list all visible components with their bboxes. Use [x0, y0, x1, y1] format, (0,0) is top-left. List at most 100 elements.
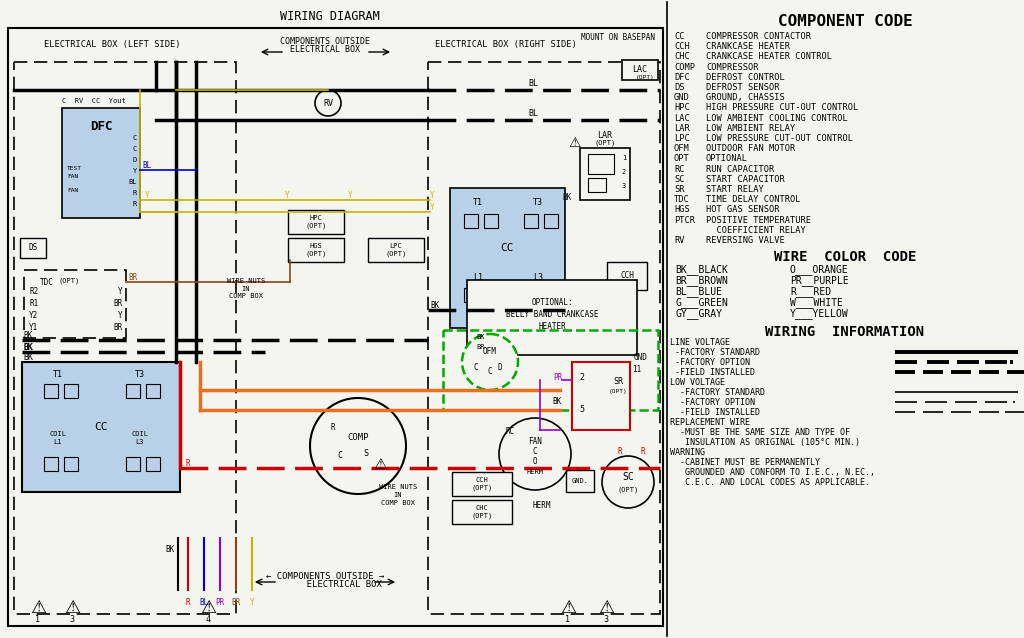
- Text: WIRING  INFORMATION: WIRING INFORMATION: [765, 325, 925, 339]
- Text: BR: BR: [114, 323, 123, 332]
- Text: R___RED: R___RED: [790, 286, 831, 297]
- Text: BK: BK: [562, 193, 571, 202]
- Text: BL__BLUE: BL__BLUE: [675, 286, 722, 297]
- Text: BELLY BAND CRANKCASE: BELLY BAND CRANKCASE: [506, 310, 598, 319]
- Text: HERM: HERM: [526, 469, 544, 475]
- Bar: [24, 270, 126, 338]
- Text: CCH: CCH: [621, 272, 634, 281]
- Text: CRANKCASE HEATER: CRANKCASE HEATER: [706, 42, 790, 51]
- Text: RUN CAPACITOR: RUN CAPACITOR: [706, 165, 774, 174]
- Text: Y2: Y2: [29, 311, 38, 320]
- Text: PTCR: PTCR: [674, 216, 695, 225]
- Text: R1: R1: [29, 299, 38, 309]
- Text: BR__BROWN: BR__BROWN: [675, 275, 728, 286]
- Bar: [452, 472, 512, 496]
- Text: L1: L1: [53, 439, 62, 445]
- Text: BK: BK: [23, 330, 32, 339]
- Text: Y1: Y1: [29, 323, 38, 332]
- Text: COMPONENT CODE: COMPONENT CODE: [777, 14, 912, 29]
- Text: OUTDOOR FAN MOTOR: OUTDOOR FAN MOTOR: [706, 144, 796, 153]
- Text: GND: GND: [674, 93, 690, 102]
- Text: (OPT): (OPT): [617, 487, 639, 493]
- Bar: [288, 238, 344, 262]
- Circle shape: [315, 90, 341, 116]
- Text: BR: BR: [476, 344, 484, 350]
- Text: WARNING: WARNING: [670, 449, 705, 457]
- Text: L1: L1: [473, 274, 483, 283]
- Bar: [524, 288, 538, 302]
- Text: C: C: [474, 362, 478, 371]
- Bar: [464, 214, 478, 228]
- Text: SR: SR: [674, 185, 684, 194]
- Text: DEFROST CONTROL: DEFROST CONTROL: [706, 73, 784, 82]
- Text: WIRE NUTS: WIRE NUTS: [379, 484, 417, 490]
- Text: BK: BK: [553, 397, 562, 406]
- Text: WIRING DIAGRAM: WIRING DIAGRAM: [281, 10, 380, 23]
- Text: ⚠: ⚠: [30, 599, 46, 617]
- Text: Y: Y: [119, 288, 123, 297]
- Text: BK: BK: [476, 334, 484, 340]
- Text: 2: 2: [622, 169, 626, 175]
- Text: BK__BLACK: BK__BLACK: [675, 264, 728, 275]
- Text: BL: BL: [528, 110, 538, 119]
- Text: COMP: COMP: [674, 63, 695, 71]
- Bar: [607, 262, 647, 290]
- Bar: [63, 457, 78, 471]
- Bar: [368, 238, 424, 262]
- Text: DEFROST SENSOR: DEFROST SENSOR: [706, 83, 779, 92]
- Bar: [44, 457, 58, 471]
- Text: HPC: HPC: [674, 103, 690, 112]
- Text: Y___YELLOW: Y___YELLOW: [790, 308, 849, 319]
- Text: LOW AMBIENT COOLING CONTROL: LOW AMBIENT COOLING CONTROL: [706, 114, 848, 122]
- Text: -FACTORY STANDARD: -FACTORY STANDARD: [670, 348, 760, 357]
- Bar: [126, 457, 140, 471]
- Text: DFC: DFC: [674, 73, 690, 82]
- Text: BL: BL: [200, 598, 209, 607]
- Text: WIRE  COLOR  CODE: WIRE COLOR CODE: [774, 250, 916, 264]
- Text: G___GREEN: G___GREEN: [675, 297, 728, 308]
- Text: 11: 11: [632, 366, 641, 375]
- Text: L3: L3: [136, 439, 144, 445]
- Text: R: R: [617, 447, 623, 457]
- Text: BL: BL: [528, 80, 538, 89]
- Text: R: R: [185, 598, 190, 607]
- Text: -FIELD INSTALLED: -FIELD INSTALLED: [670, 408, 760, 417]
- Text: WIRE NUTS: WIRE NUTS: [227, 278, 265, 284]
- Text: ⚠: ⚠: [598, 599, 614, 617]
- Text: DS: DS: [29, 244, 38, 253]
- Text: C: C: [532, 447, 538, 457]
- Text: ⚠: ⚠: [560, 599, 577, 617]
- Text: START RELAY: START RELAY: [706, 185, 764, 194]
- Bar: [524, 214, 538, 228]
- Text: OPT: OPT: [674, 154, 690, 163]
- Bar: [467, 280, 637, 355]
- Text: DFC: DFC: [90, 119, 113, 133]
- Bar: [622, 60, 658, 80]
- Text: HEATER: HEATER: [539, 322, 566, 331]
- Text: HERM: HERM: [532, 500, 551, 510]
- Text: BK: BK: [165, 545, 175, 554]
- Text: CC: CC: [94, 422, 108, 432]
- Text: PR: PR: [553, 373, 562, 383]
- Text: OPTIONAL: OPTIONAL: [706, 154, 748, 163]
- Text: T1: T1: [473, 198, 483, 207]
- Text: COIL: COIL: [131, 431, 148, 437]
- Bar: [146, 384, 160, 398]
- Text: CC: CC: [501, 243, 514, 253]
- Text: HGS
(OPT): HGS (OPT): [305, 243, 327, 256]
- Text: TEST: TEST: [67, 165, 82, 170]
- Bar: [544, 288, 558, 302]
- Text: 5: 5: [580, 406, 585, 415]
- Text: ELECTRICAL BOX (RIGHT SIDE): ELECTRICAL BOX (RIGHT SIDE): [435, 40, 577, 49]
- Text: RC: RC: [506, 427, 515, 436]
- Text: 3: 3: [622, 183, 626, 189]
- Text: -FACTORY STANDARD: -FACTORY STANDARD: [670, 388, 765, 397]
- Text: 1: 1: [36, 615, 41, 624]
- Text: ELECTRICAL BOX: ELECTRICAL BOX: [268, 580, 381, 589]
- Text: CHC: CHC: [674, 52, 690, 61]
- Text: CHC
(OPT): CHC (OPT): [471, 505, 493, 519]
- Bar: [484, 288, 498, 302]
- Text: BK: BK: [23, 353, 33, 362]
- Bar: [588, 178, 606, 192]
- Text: O___ORANGE: O___ORANGE: [790, 264, 849, 275]
